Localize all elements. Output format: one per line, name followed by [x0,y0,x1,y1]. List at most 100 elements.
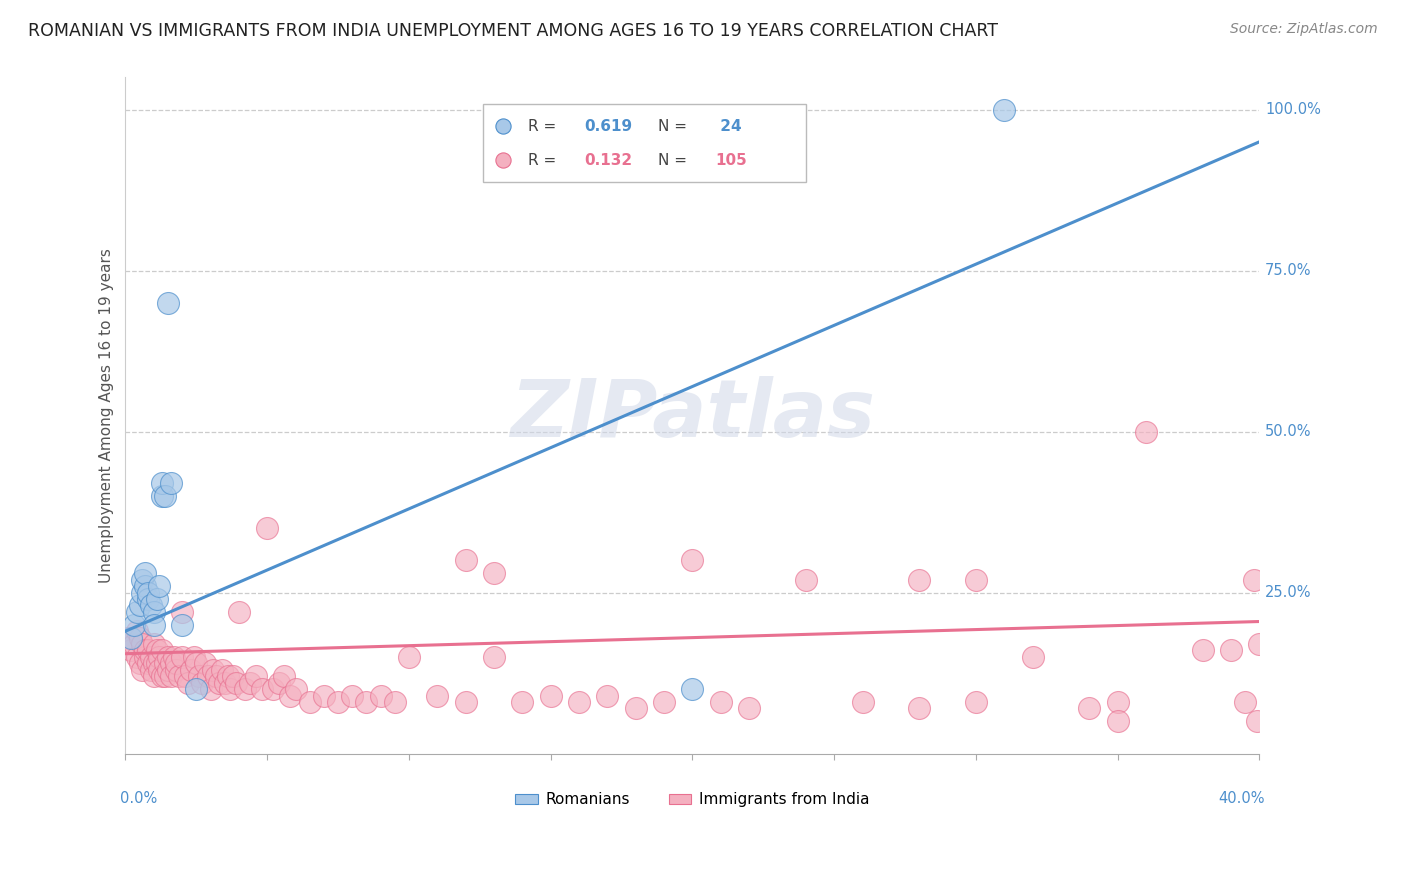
Point [1059,149,1081,163]
Point [200,682,222,697]
Point [222,669,245,683]
Point [186,682,208,697]
Text: N =: N = [658,153,692,168]
Point [128,631,150,645]
Point [156,663,179,677]
Point [153,489,176,503]
Point [208,675,231,690]
Point [710,695,733,709]
Point [1234,695,1257,709]
Point [298,695,321,709]
Point [482,566,505,581]
Point [1243,573,1265,587]
Point [139,599,162,613]
Point [150,669,173,683]
Text: 40.0%: 40.0% [1219,790,1265,805]
Point [172,649,194,664]
Text: R =: R = [529,119,561,134]
Text: 25.0%: 25.0% [1265,585,1312,600]
Point [794,573,817,587]
Point [228,605,250,619]
Point [384,695,406,709]
Point [512,695,534,709]
Point [426,689,449,703]
Point [159,476,181,491]
Point [1220,643,1243,657]
Point [148,663,170,677]
Point [145,657,167,671]
Point [177,675,200,690]
Point [131,637,153,651]
Point [125,624,148,639]
Point [136,592,159,607]
Point [965,695,987,709]
Point [159,657,181,671]
Point [125,649,148,664]
Point [267,675,290,690]
Point [125,605,148,619]
Point [284,682,307,697]
Point [120,643,142,657]
Point [153,657,176,671]
Point [965,573,987,587]
Point [596,689,619,703]
Point [156,649,179,664]
Point [1021,649,1043,664]
Point [398,649,420,664]
Point [1135,425,1157,439]
Point [326,695,349,709]
Point [370,689,392,703]
Point [993,103,1015,117]
Point [183,649,205,664]
Point [245,669,267,683]
Point [194,657,217,671]
Point [128,657,150,671]
Point [145,592,167,607]
Point [482,649,505,664]
Point [163,649,186,664]
Text: 0.619: 0.619 [585,119,633,134]
Point [186,657,208,671]
Point [136,657,159,671]
Point [312,689,335,703]
Point [145,643,167,657]
Text: 100.0%: 100.0% [1265,103,1320,117]
Point [250,682,273,697]
Text: 0.0%: 0.0% [120,790,157,805]
Point [454,695,477,709]
Legend: Romanians, Immigrants from India: Romanians, Immigrants from India [509,786,876,814]
Point [205,669,228,683]
Point [134,643,156,657]
Point [150,643,173,657]
Point [142,617,165,632]
Point [191,675,214,690]
Point [169,669,191,683]
Point [148,649,170,664]
Point [202,663,225,677]
Text: R =: R = [529,153,561,168]
Point [1107,714,1129,729]
Point [150,476,173,491]
Point [1059,182,1081,196]
Text: 50.0%: 50.0% [1265,424,1312,439]
Point [239,675,262,690]
Point [180,663,202,677]
Y-axis label: Unemployment Among Ages 16 to 19 years: Unemployment Among Ages 16 to 19 years [100,248,114,582]
Point [153,669,176,683]
FancyBboxPatch shape [482,104,806,182]
Point [188,669,211,683]
Point [262,682,284,697]
Point [136,643,159,657]
Point [131,663,153,677]
Point [1078,701,1101,715]
Text: 24: 24 [716,119,742,134]
Point [738,701,761,715]
Point [150,489,173,503]
Point [117,631,139,645]
Point [136,585,159,599]
Point [273,669,295,683]
Point [851,695,873,709]
Point [214,675,236,690]
Text: N =: N = [658,119,692,134]
Point [356,695,378,709]
